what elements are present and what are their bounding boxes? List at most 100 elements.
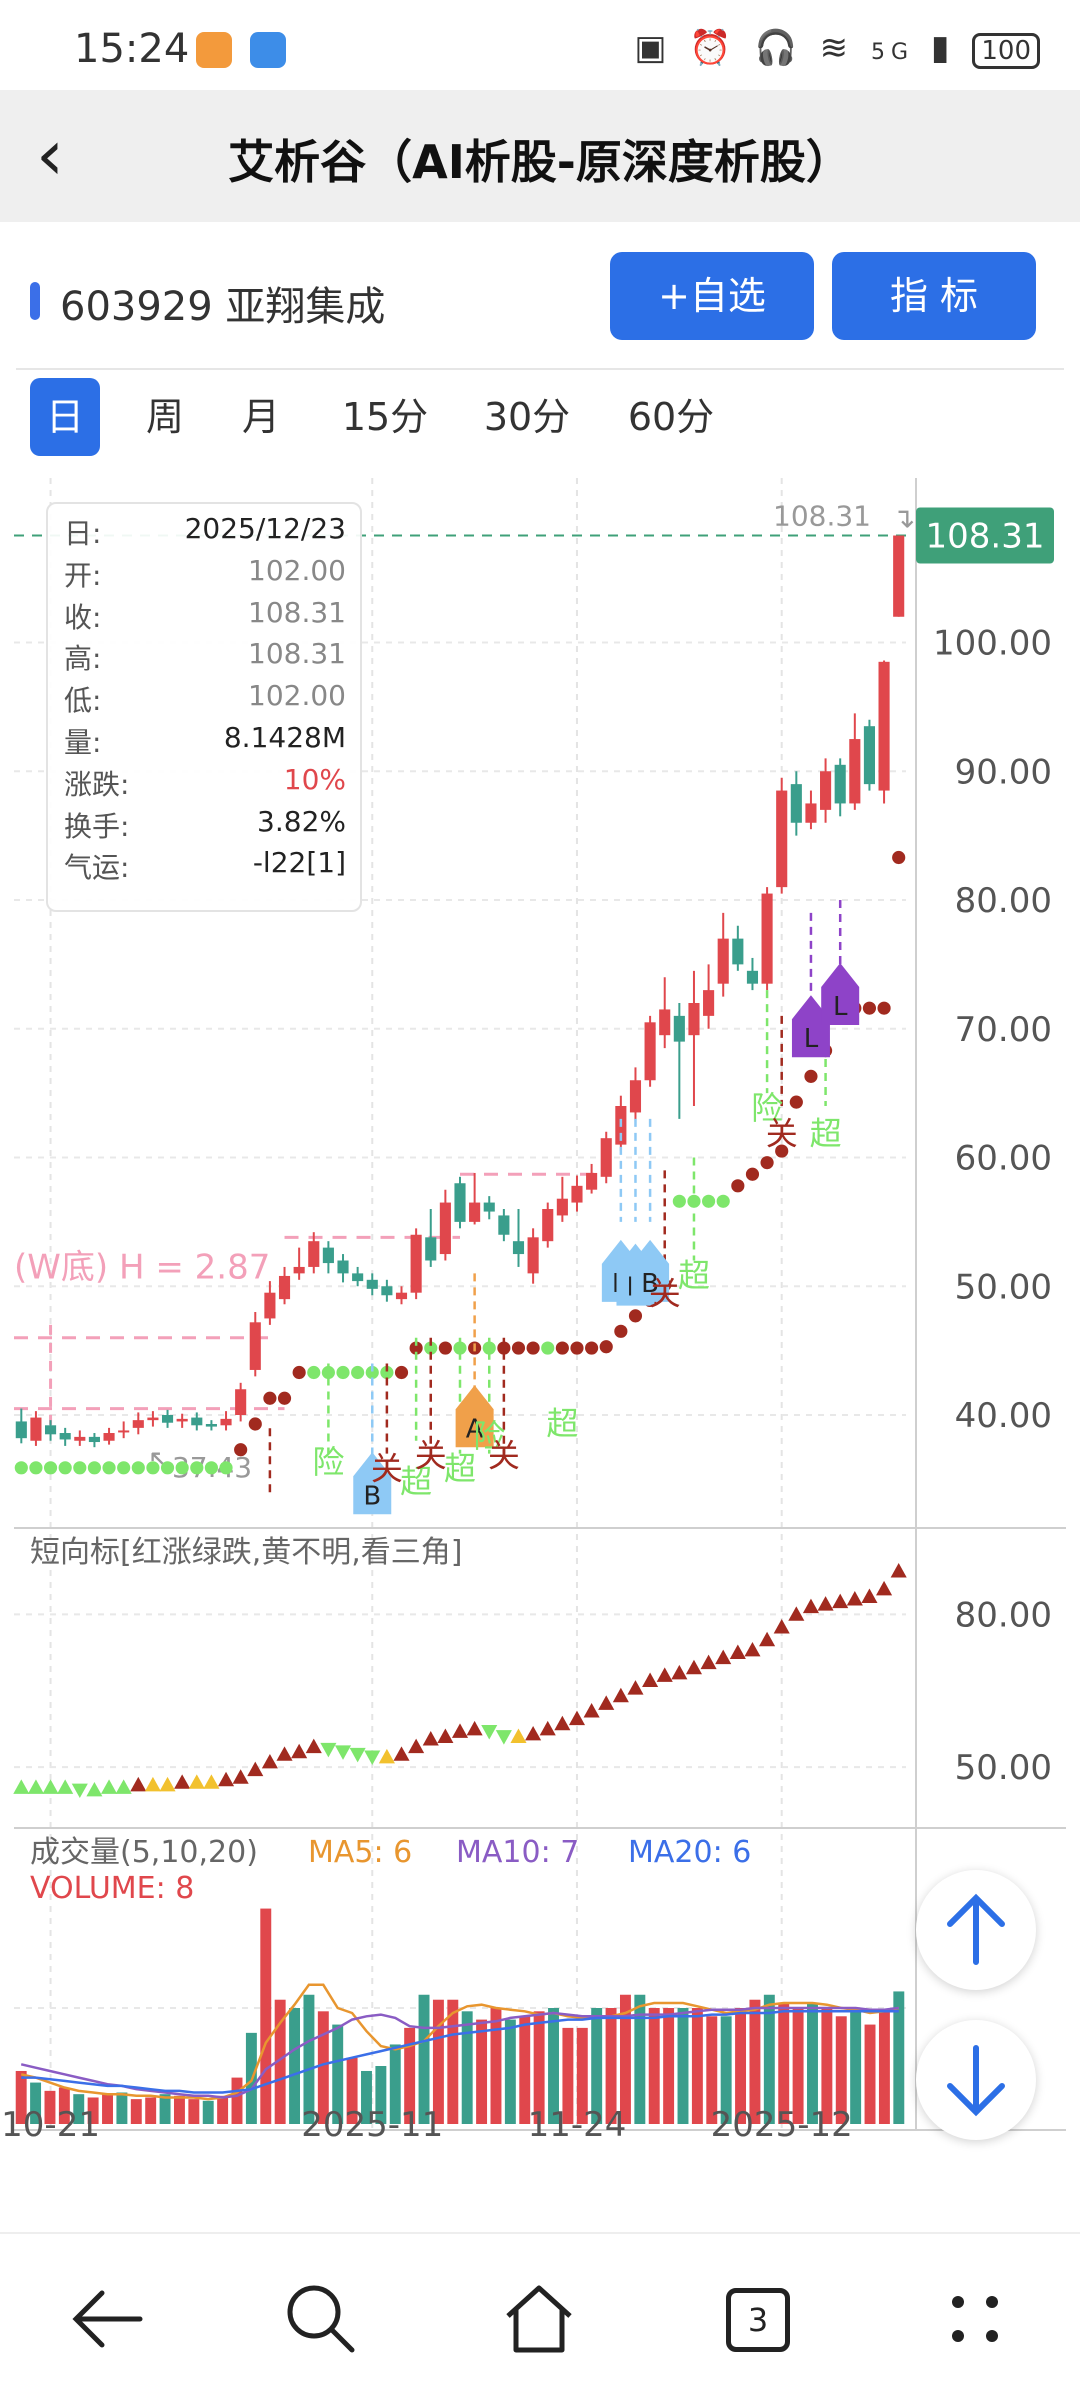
signal-badge: A (455, 1385, 494, 1448)
volume-bar (893, 1991, 905, 2124)
support-dot (102, 1461, 116, 1475)
volume-bar (576, 2027, 588, 2124)
candle-body (834, 764, 846, 804)
support-dot (716, 1194, 730, 1208)
candle-body (688, 1003, 700, 1036)
signal-badge-shape (455, 1385, 494, 1448)
trend-triangle (247, 1761, 264, 1777)
candle-body (147, 1417, 159, 1421)
last-price-tag (916, 507, 1054, 564)
trend-triangle (451, 1723, 469, 1738)
volume-bar (519, 2016, 531, 2124)
trend-triangle (890, 1563, 907, 1578)
trend-triangle (685, 1659, 703, 1675)
status-icons: ▣ ⏰ 🎧 ≋ 5G ▮ 100 (634, 28, 1040, 69)
scroll-up-button[interactable] (916, 1870, 1036, 1990)
candle-body (659, 1009, 671, 1036)
back-chevron-icon[interactable]: ‹ (36, 114, 64, 196)
info-key: 开: (64, 558, 102, 592)
candle-body (293, 1266, 305, 1274)
volume-bar (648, 2008, 660, 2124)
candle-body (235, 1389, 247, 1415)
nav-menu-icon[interactable] (930, 2274, 1020, 2364)
nav-tabs-button[interactable]: 3 (712, 2274, 802, 2364)
trend-triangle (378, 1748, 395, 1764)
scroll-down-button[interactable] (916, 2020, 1036, 2140)
candle-body (103, 1433, 115, 1441)
support-dot (146, 1461, 160, 1475)
info-value: 102.00 (248, 679, 346, 713)
tab-30min[interactable]: 30分 (483, 395, 571, 439)
support-dot (614, 1324, 628, 1338)
tab-month[interactable]: 月 (241, 395, 280, 439)
candle-body (878, 661, 890, 791)
arrow-up-icon (947, 1893, 1005, 1965)
app-notification-icon (196, 32, 232, 68)
volume-bar (116, 2092, 128, 2124)
info-value: 108.31 (248, 595, 346, 629)
stock-chart[interactable]: (W底) H = 2.87108.31↴↖37.43BABBBLL险关超关超险关… (0, 478, 1080, 2138)
nav-back-icon[interactable] (62, 2274, 152, 2364)
trend-triangle (598, 1695, 615, 1710)
volume-bar (346, 2057, 358, 2124)
signal-tag: 超 (444, 1449, 476, 1487)
volume-bar (461, 2011, 473, 2124)
candle-body (893, 535, 905, 617)
signal-tag: 超 (678, 1256, 710, 1294)
volume-bar (15, 2070, 27, 2124)
nav-home-icon[interactable] (494, 2274, 584, 2364)
volume-bar (763, 1994, 775, 2124)
trend-triangle (71, 1783, 88, 1799)
candle-body (352, 1273, 364, 1282)
info-key: 气运: (64, 851, 130, 885)
volume-bar (447, 1999, 459, 2124)
support-dot (892, 850, 906, 865)
support-dot (263, 1391, 277, 1405)
support-dot (702, 1194, 716, 1208)
candle-body (571, 1185, 583, 1203)
support-dot (131, 1461, 145, 1475)
volume-bar (735, 2008, 747, 2124)
trend-triangle (203, 1774, 220, 1789)
signal-badge-label: L (833, 992, 848, 1022)
page-title: 艾析谷（AI析股-原深度析股） (228, 135, 852, 189)
trend-triangle (568, 1710, 586, 1726)
trend-triangle (700, 1654, 717, 1670)
volume-bar (720, 2016, 732, 2124)
tab-day[interactable]: 日 (30, 378, 100, 456)
volume-label: VOLUME: 8 (30, 1871, 194, 1906)
trend-triangle (832, 1593, 849, 1609)
stock-accent-bar (30, 282, 40, 320)
indicator-button[interactable]: 指 标 (832, 252, 1036, 340)
nav-search-icon[interactable] (276, 2274, 366, 2364)
volume-bar (102, 2094, 113, 2124)
trend-triangle (422, 1731, 439, 1746)
candle-body (849, 739, 861, 804)
ma10-line (20, 2006, 899, 2099)
nav-tabs-count: 3 (726, 2288, 790, 2352)
candle-body (395, 1292, 408, 1300)
trend-triangle (276, 1746, 293, 1761)
tab-week[interactable]: 周 (145, 395, 184, 439)
support-dot (599, 1340, 613, 1354)
support-dot (760, 1156, 774, 1170)
info-key: 收: (64, 600, 102, 634)
trend-triangle (13, 1779, 30, 1794)
volume-bar (619, 1994, 631, 2124)
candle-body (820, 771, 832, 810)
signal-icon: ▮ (930, 28, 956, 68)
period-tabs: 日 周 月 15分 30分 60分 (0, 378, 1080, 478)
trend-tick-label: 50.00 (955, 1748, 1052, 1788)
candle-body (74, 1436, 86, 1441)
tab-60min[interactable]: 60分 (627, 395, 715, 439)
tab-15min[interactable]: 15分 (341, 395, 429, 439)
ma20-label: MA20: 6 (628, 1835, 751, 1870)
candle-body (439, 1202, 451, 1255)
volume-bar (792, 2008, 804, 2124)
support-dot (453, 1341, 467, 1355)
candle-body (308, 1241, 320, 1267)
signal-badge-label: B (363, 1481, 381, 1511)
add-watchlist-button[interactable]: +自选 (610, 252, 814, 340)
candle-body (366, 1279, 378, 1289)
trend-triangle (525, 1725, 542, 1741)
